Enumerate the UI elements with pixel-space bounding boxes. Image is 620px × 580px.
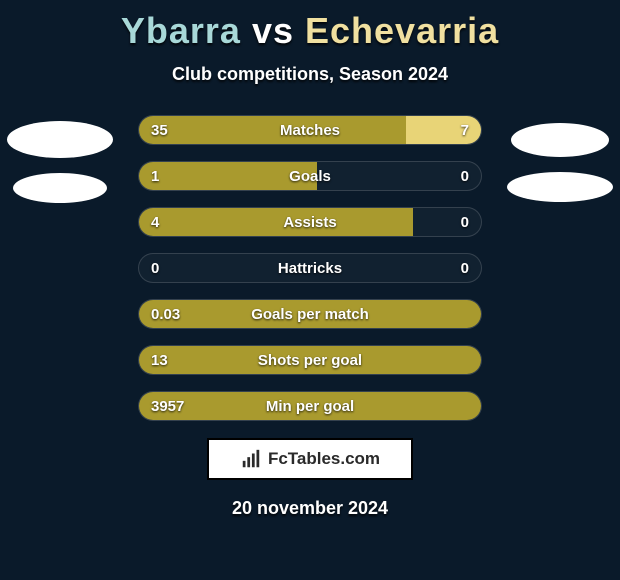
- player1-name: Ybarra: [121, 10, 241, 51]
- player2-avatar-shape-2: [507, 172, 613, 202]
- player1-avatar-col: [0, 115, 120, 203]
- stat-row: 0.03Goals per match: [138, 299, 482, 329]
- stat-row: 13Shots per goal: [138, 345, 482, 375]
- stat-label: Hattricks: [139, 254, 481, 283]
- right-value: 0: [461, 162, 469, 191]
- right-value: 0: [461, 254, 469, 283]
- brand-text: FcTables.com: [268, 449, 380, 469]
- footer-date: 20 november 2024: [0, 498, 620, 519]
- stat-label: Min per goal: [139, 392, 481, 421]
- stat-row: 35Matches7: [138, 115, 482, 145]
- player1-avatar-shape-2: [13, 173, 107, 203]
- stat-row: 1Goals0: [138, 161, 482, 191]
- stat-row: 3957Min per goal: [138, 391, 482, 421]
- stat-label: Goals per match: [139, 300, 481, 329]
- right-value: 7: [461, 116, 469, 145]
- chart-icon: [240, 448, 262, 470]
- brand-badge[interactable]: FcTables.com: [207, 438, 413, 480]
- stat-rows-container: 35Matches71Goals04Assists00Hattricks00.0…: [138, 115, 482, 421]
- stat-label: Matches: [139, 116, 481, 145]
- comparison-chart: 35Matches71Goals04Assists00Hattricks00.0…: [0, 115, 620, 437]
- player2-avatar-col: [500, 115, 620, 202]
- player2-avatar-shape: [511, 123, 609, 157]
- stat-row: 4Assists0: [138, 207, 482, 237]
- right-value: 0: [461, 208, 469, 237]
- player1-avatar-shape: [7, 121, 113, 158]
- player2-name: Echevarria: [305, 10, 499, 51]
- stat-label: Goals: [139, 162, 481, 191]
- subtitle: Club competitions, Season 2024: [0, 64, 620, 85]
- stat-row: 0Hattricks0: [138, 253, 482, 283]
- stat-label: Assists: [139, 208, 481, 237]
- stat-label: Shots per goal: [139, 346, 481, 375]
- comparison-title: Ybarra vs Echevarria: [0, 0, 620, 52]
- vs-text: vs: [252, 10, 294, 51]
